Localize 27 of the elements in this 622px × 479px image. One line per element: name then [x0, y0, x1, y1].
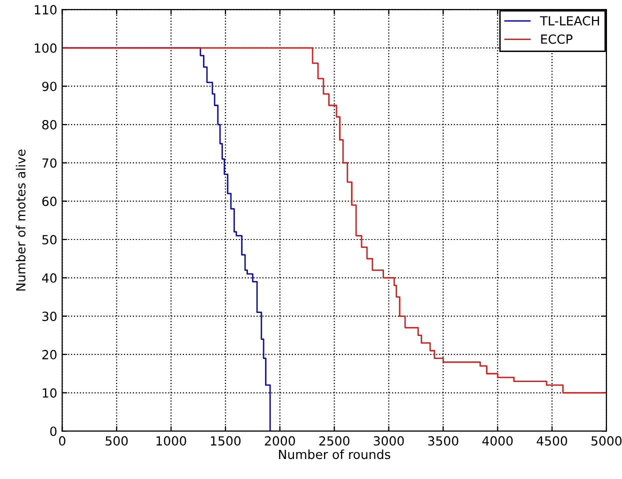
x-tick-label: 2500: [319, 436, 350, 446]
y-tick-label: 30: [42, 312, 57, 322]
y-tick-label: 0: [50, 426, 57, 436]
y-tick-label: 40: [42, 273, 57, 283]
y-tick-label: 80: [42, 120, 57, 130]
y-tick-label: 20: [42, 350, 57, 360]
y-tick-label: 90: [42, 82, 57, 92]
x-tick-label: 1500: [210, 436, 241, 446]
y-tick-label: 50: [42, 234, 57, 244]
x-tick-label: 4500: [536, 436, 568, 446]
y-tick-label: 60: [42, 196, 57, 206]
x-tick-label: 0: [59, 436, 66, 446]
y-tick-label: 70: [42, 158, 57, 168]
x-tick-label: 3500: [428, 436, 458, 446]
y-tick-label: 10: [42, 388, 57, 398]
x-axis-title: Number of rounds: [279, 449, 390, 460]
x-tick-label: 1000: [156, 436, 186, 446]
legend-label: TL-LEACH: [540, 16, 599, 26]
y-axis-title: Number of motes alive: [16, 150, 26, 291]
x-tick-label: 2000: [264, 436, 295, 446]
x-tick-label: 4000: [482, 436, 513, 446]
x-tick-label: 5000: [592, 436, 622, 446]
y-tick-label: 110: [34, 5, 57, 15]
legend-label: ECCP: [541, 34, 572, 44]
x-tick-label: 500: [106, 436, 128, 446]
x-tick-label: 3000: [374, 436, 404, 446]
y-tick-label: 100: [34, 43, 57, 53]
